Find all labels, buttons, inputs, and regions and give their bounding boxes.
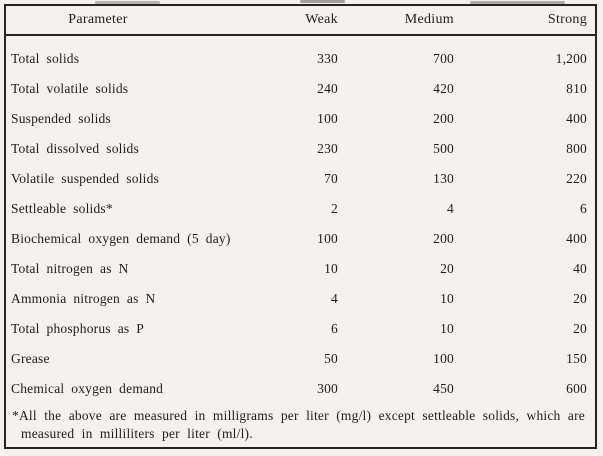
weak-value-cell: 300 bbox=[317, 381, 338, 396]
parameter-cell: Volatile suspended solids bbox=[11, 171, 159, 186]
medium-value-cell: 420 bbox=[433, 81, 454, 96]
parameter-cell: Settleable solids* bbox=[11, 201, 113, 216]
medium-value-cell: 20 bbox=[440, 261, 454, 276]
column-header-weak: Weak bbox=[270, 6, 348, 36]
parameter-cell: Suspended solids bbox=[11, 111, 111, 126]
weak-value-cell: 70 bbox=[324, 171, 338, 186]
strong-value-cell: 20 bbox=[573, 291, 587, 306]
weak-value-cell: 230 bbox=[317, 141, 338, 156]
parameter-cell: Chemical oxygen demand bbox=[11, 381, 164, 396]
parameter-cell: Total phosphorus as P bbox=[11, 321, 145, 336]
strong-value-cell: 20 bbox=[573, 321, 587, 336]
strong-value-cell: 40 bbox=[573, 261, 587, 276]
strong-value-cell: 220 bbox=[566, 171, 587, 186]
weak-value-cell: 240 bbox=[317, 81, 338, 96]
weak-value-cell: 330 bbox=[317, 51, 338, 66]
table-row: Settleable solids* 2 4 6 bbox=[6, 194, 595, 224]
medium-value-cell: 4 bbox=[447, 201, 454, 216]
strong-value-cell: 400 bbox=[566, 231, 587, 246]
table-row: Chemical oxygen demand 300 450 600 bbox=[6, 374, 595, 404]
strong-value-cell: 400 bbox=[566, 111, 587, 126]
parameter-cell: Total volatile solids bbox=[11, 81, 129, 96]
medium-value-cell: 200 bbox=[433, 111, 454, 126]
table-row: Volatile suspended solids 70 130 220 bbox=[6, 164, 595, 194]
table-frame: Parameter Weak Medium Strong Total solid… bbox=[4, 4, 597, 449]
column-header-parameter: Parameter bbox=[6, 6, 270, 36]
table-row: Total nitrogen as N 10 20 40 bbox=[6, 254, 595, 284]
column-header-medium: Medium bbox=[348, 6, 466, 36]
header-row: Parameter Weak Medium Strong bbox=[6, 6, 595, 36]
strong-value-cell: 150 bbox=[566, 351, 587, 366]
parameter-cell: Total dissolved solids bbox=[11, 141, 139, 156]
parameter-cell: Ammonia nitrogen as N bbox=[11, 291, 156, 306]
medium-value-cell: 500 bbox=[433, 141, 454, 156]
parameter-cell: Biochemical oxygen demand (5 day) bbox=[11, 231, 231, 246]
table-body: Total solids 330 700 1,200 Total volatil… bbox=[6, 35, 595, 404]
weak-value-cell: 2 bbox=[331, 201, 338, 216]
medium-value-cell: 450 bbox=[433, 381, 454, 396]
medium-value-cell: 700 bbox=[433, 51, 454, 66]
column-header-strong: Strong bbox=[466, 6, 595, 36]
strong-value-cell: 600 bbox=[566, 381, 587, 396]
medium-value-cell: 100 bbox=[433, 351, 454, 366]
table-footnote: *All the above are measured in milligram… bbox=[12, 408, 585, 441]
weak-value-cell: 4 bbox=[331, 291, 338, 306]
weak-value-cell: 100 bbox=[317, 231, 338, 246]
table-row: Total phosphorus as P 6 10 20 bbox=[6, 314, 595, 344]
wastewater-characteristics-table: Parameter Weak Medium Strong Total solid… bbox=[6, 6, 595, 404]
strong-value-cell: 800 bbox=[566, 141, 587, 156]
medium-value-cell: 10 bbox=[440, 321, 454, 336]
table-row: Total volatile solids 240 420 810 bbox=[6, 74, 595, 104]
parameter-cell: Total solids bbox=[11, 51, 80, 66]
medium-value-cell: 200 bbox=[433, 231, 454, 246]
weak-value-cell: 100 bbox=[317, 111, 338, 126]
medium-value-cell: 10 bbox=[440, 291, 454, 306]
parameter-cell: Grease bbox=[11, 351, 50, 366]
weak-value-cell: 6 bbox=[331, 321, 338, 336]
table-row: Total solids 330 700 1,200 bbox=[6, 35, 595, 74]
parameter-cell: Total nitrogen as N bbox=[11, 261, 129, 276]
medium-value-cell: 130 bbox=[433, 171, 454, 186]
table-row: Total dissolved solids 230 500 800 bbox=[6, 134, 595, 164]
strong-value-cell: 6 bbox=[580, 201, 587, 216]
table-row: Grease 50 100 150 bbox=[6, 344, 595, 374]
table-row: Suspended solids 100 200 400 bbox=[6, 104, 595, 134]
strong-value-cell: 1,200 bbox=[555, 51, 587, 66]
weak-value-cell: 50 bbox=[324, 351, 338, 366]
weak-value-cell: 10 bbox=[324, 261, 338, 276]
table-row: Ammonia nitrogen as N 4 10 20 bbox=[6, 284, 595, 314]
table-header: Parameter Weak Medium Strong bbox=[6, 6, 595, 36]
table-row: Biochemical oxygen demand (5 day) 100 20… bbox=[6, 224, 595, 254]
scan-smudge bbox=[300, 0, 345, 3]
strong-value-cell: 810 bbox=[566, 81, 587, 96]
